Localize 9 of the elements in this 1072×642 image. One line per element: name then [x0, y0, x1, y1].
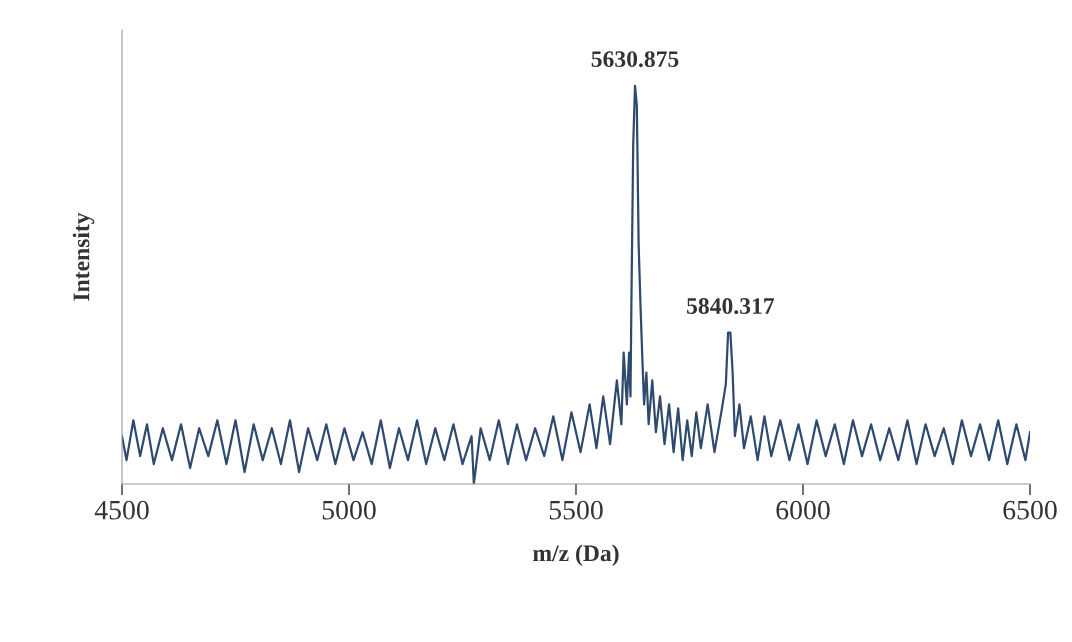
x-tick-label: 6500: [1003, 500, 1057, 520]
x-tick-label: 4500: [94, 500, 149, 520]
annotation: 5630.875: [591, 51, 679, 68]
x-tick-label: 5000: [322, 500, 376, 520]
y-axis-title: Intensity: [72, 212, 95, 301]
x-axis-title: m/z (Da): [533, 544, 619, 567]
x-tick-label: 5500: [549, 500, 603, 520]
annotation: 5840.317: [687, 298, 775, 315]
x-tick-label: 6000: [776, 500, 830, 520]
